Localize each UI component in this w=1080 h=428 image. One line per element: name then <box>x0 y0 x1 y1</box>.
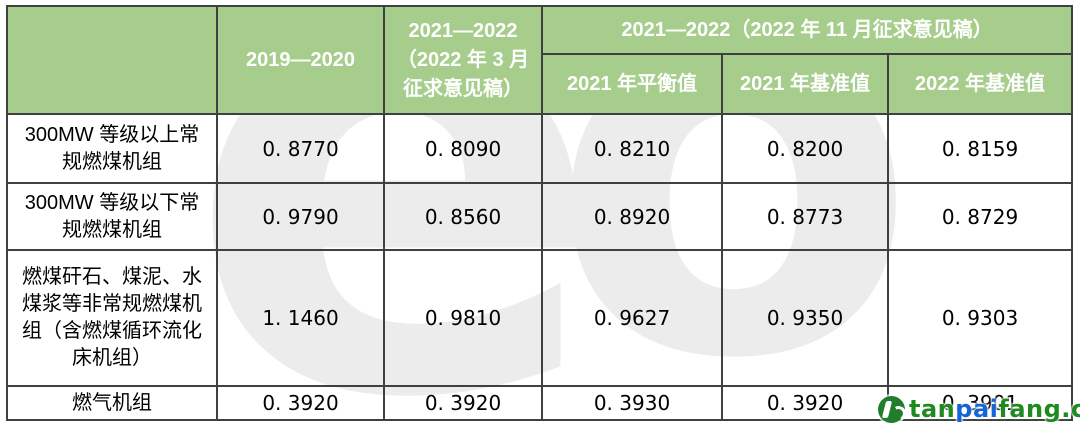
row-label-300mw-above: 300MW 等级以上常规燃煤机组 <box>6 113 218 184</box>
cell-value: 0. 3920 <box>721 385 889 421</box>
benchmark-table: 2019—2020 2021—2022（2022 年 3 月征求意见稿） 202… <box>6 5 1073 421</box>
subheader-2021-benchmark-value: 2021 年基准值 <box>721 53 889 115</box>
cell-value: 0. 8770 <box>216 113 385 184</box>
cell-value: 0. 9810 <box>383 249 543 387</box>
cell-value: 0. 8090 <box>383 113 543 184</box>
cell-value: 0. 8773 <box>721 182 889 251</box>
cell-value: 0. 9350 <box>721 249 889 387</box>
header-row-sub: 2021 年平衡值 2021 年基准值 2022 年基准值 <box>7 53 1073 115</box>
cell-value: 0. 3930 <box>541 385 723 421</box>
row-label-gas-units: 燃气机组 <box>6 385 218 421</box>
header-2021-2022-march-draft: 2021—2022（2022 年 3 月征求意见稿） <box>383 5 543 115</box>
cell-value: 0. 8210 <box>541 113 723 184</box>
cell-value: 1. 1460 <box>216 249 385 387</box>
logo-text-pai: pai <box>955 395 999 423</box>
header-row-top: 2019—2020 2021—2022（2022 年 3 月征求意见稿） 202… <box>6 5 1073 115</box>
subheader-2022-benchmark-value: 2022 年基准值 <box>887 53 1073 115</box>
cell-value: 0. 8200 <box>721 113 889 184</box>
header-2021-2022-november-draft: 2021—2022（2022 年 11 月征求意见稿） <box>541 5 1073 55</box>
tanpaifang-watermark-link[interactable]: tanpaifang.com <box>878 393 1080 425</box>
cell-value: 0. 8920 <box>541 182 723 251</box>
header-blank-cell <box>6 5 218 115</box>
cell-value: 0. 8560 <box>383 182 543 251</box>
tanpaifang-logo-icon <box>878 395 905 423</box>
table-row: 300MW 等级以上常规燃煤机组 0. 8770 0. 8090 0. 8210… <box>6 113 1073 184</box>
cell-value: 0. 3901 <box>887 385 1073 421</box>
cell-value: 0. 8159 <box>887 113 1073 184</box>
header-2019-2020: 2019—2020 <box>216 5 385 115</box>
table-row: 燃煤矸石、煤泥、水煤浆等非常规燃煤机组（含燃煤循环流化床机组） 1. 1460 … <box>6 249 1073 387</box>
cell-value: 0. 9303 <box>887 249 1073 387</box>
row-label-300mw-below: 300MW 等级以下常规燃煤机组 <box>6 182 218 251</box>
logo-text-com: .com <box>1061 395 1080 423</box>
logo-text-tan: tan <box>909 395 956 423</box>
cell-value: 0. 8729 <box>887 182 1073 251</box>
tanpaifang-logo-text: tanpaifang.com <box>909 395 1080 423</box>
table-row: 300MW 等级以下常规燃煤机组 0. 9790 0. 8560 0. 8920… <box>6 182 1073 251</box>
cell-value: 0. 3920 <box>383 385 543 421</box>
table-row: 燃气机组 0. 3920 0. 3920 0. 3930 0. 3920 0. … <box>6 385 1073 421</box>
cell-value: 0. 3920 <box>216 385 385 421</box>
cell-value: 0. 9790 <box>216 182 385 251</box>
logo-text-fang: fang <box>998 395 1062 423</box>
cell-value: 0. 9627 <box>541 249 723 387</box>
subheader-2021-balance-value: 2021 年平衡值 <box>541 53 723 115</box>
row-label-unconventional-coal: 燃煤矸石、煤泥、水煤浆等非常规燃煤机组（含燃煤循环流化床机组） <box>6 249 218 387</box>
